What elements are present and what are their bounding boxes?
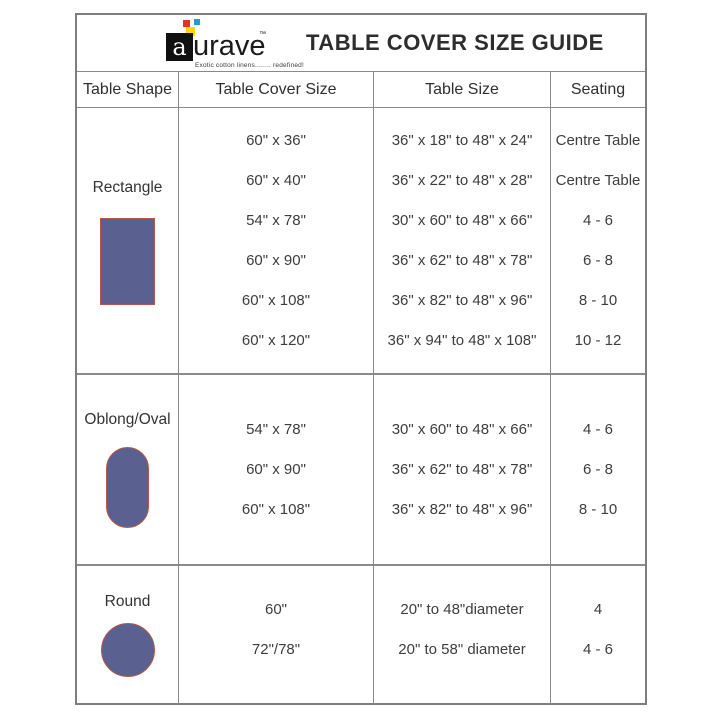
shape-label-rectangle: Rectangle <box>92 179 163 196</box>
round-cover-sizes: 60" 72"/78" <box>178 566 373 703</box>
table-size-value: 36" x 22" to 48" x 28" <box>391 172 533 189</box>
seating-value: Centre Table <box>555 172 641 189</box>
size-guide-card: a urave ™ Exotic cotton linens........ r… <box>75 13 647 705</box>
table-size-value: 36" x 62" to 48" x 78" <box>391 461 533 478</box>
seating-value: 10 - 12 <box>574 332 622 349</box>
table-size-value: 36" x 94" to 48" x 108" <box>387 332 537 349</box>
cover-size-value: 60" x 90" <box>246 461 306 478</box>
cover-size-value: 60" x 108" <box>241 501 311 518</box>
table-size-value: 36" x 82" to 48" x 96" <box>391 292 533 309</box>
seating-value: 4 - 6 <box>582 212 613 229</box>
table-size-value: 30" x 60" to 48" x 66" <box>391 212 533 229</box>
logo-letter-block: a <box>166 33 193 61</box>
rectangle-shape-icon <box>100 218 155 305</box>
logo-wordmark: urave <box>193 30 266 62</box>
cover-size-value: 60" x 120" <box>241 332 311 349</box>
rectangle-shape-cell: Rectangle <box>77 108 178 373</box>
col-header-table-cover-size: Table Cover Size <box>178 72 373 107</box>
cover-size-value: 54" x 78" <box>246 212 306 229</box>
logo-red-square-icon <box>183 20 190 27</box>
oval-cover-sizes: 54" x 78" 60" x 90" 60" x 108" <box>178 375 373 564</box>
oval-table-sizes: 30" x 60" to 48" x 66" 36" x 62" to 48" … <box>373 375 550 564</box>
table-size-value: 36" x 62" to 48" x 78" <box>391 252 533 269</box>
rectangle-seating: Centre Table Centre Table 4 - 6 6 - 8 8 … <box>550 108 645 373</box>
table-size-value: 36" x 82" to 48" x 96" <box>391 501 533 518</box>
page-title: TABLE COVER SIZE GUIDE <box>306 30 604 55</box>
logo-blue-square-icon <box>194 19 200 25</box>
logo-tagline: Exotic cotton linens........ redefined! <box>195 62 304 69</box>
title-wrap: TABLE COVER SIZE GUIDE <box>306 15 646 71</box>
shape-label-oblong-oval: Oblong/Oval <box>84 411 171 428</box>
header-row: a urave ™ Exotic cotton linens........ r… <box>77 15 645 72</box>
oblong-oval-shape-icon <box>106 447 149 528</box>
seating-value: 8 - 10 <box>578 292 618 309</box>
logo-trademark: ™ <box>259 31 266 38</box>
cover-size-value: 60" x 40" <box>246 172 306 189</box>
table-size-value: 20" to 58" diameter <box>398 641 526 658</box>
shape-label-round: Round <box>104 593 151 610</box>
column-header-row: Table Shape Table Cover Size Table Size … <box>77 72 645 108</box>
seating-value: Centre Table <box>555 132 641 149</box>
table-size-value: 36" x 18" to 48" x 24" <box>391 132 533 149</box>
table-size-value: 30" x 60" to 48" x 66" <box>391 421 533 438</box>
round-table-sizes: 20" to 48"diameter 20" to 58" diameter <box>373 566 550 703</box>
seating-value: 4 <box>593 601 603 618</box>
seating-value: 4 - 6 <box>582 641 613 658</box>
aurave-logo: a urave ™ Exotic cotton linens........ r… <box>166 15 306 71</box>
seating-value: 6 - 8 <box>582 252 613 269</box>
round-seating: 4 4 - 6 <box>550 566 645 703</box>
seating-value: 4 - 6 <box>582 421 613 438</box>
cover-size-value: 60" x 108" <box>241 292 311 309</box>
cover-size-value: 72"/78" <box>251 641 301 658</box>
rectangle-cover-sizes: 60" x 36" 60" x 40" 54" x 78" 60" x 90" … <box>178 108 373 373</box>
cover-size-value: 54" x 78" <box>246 421 306 438</box>
col-header-table-shape: Table Shape <box>83 80 172 98</box>
oval-seating: 4 - 6 6 - 8 8 - 10 <box>550 375 645 564</box>
logo-yellow-square-icon <box>186 27 195 36</box>
round-shape-cell: Round <box>77 566 178 703</box>
section-oblong-oval: Oblong/Oval 54" x 78" 60" x 90" 60" x 10… <box>77 375 645 566</box>
col-header-seating: Seating <box>550 72 645 107</box>
col-header-table-size: Table Size <box>373 72 550 107</box>
seating-value: 8 - 10 <box>578 501 618 518</box>
section-round: Round 60" 72"/78" 20" to 48"diameter 20"… <box>77 566 645 703</box>
table-size-value: 20" to 48"diameter <box>400 601 524 618</box>
oval-shape-cell: Oblong/Oval <box>77 375 178 564</box>
cover-size-value: 60" x 90" <box>246 252 306 269</box>
cover-size-value: 60" <box>264 601 287 618</box>
seating-value: 6 - 8 <box>582 461 613 478</box>
section-rectangle: Rectangle 60" x 36" 60" x 40" 54" x 78" … <box>77 108 645 375</box>
rectangle-table-sizes: 36" x 18" to 48" x 24" 36" x 22" to 48" … <box>373 108 550 373</box>
round-shape-icon <box>100 623 155 677</box>
cover-size-value: 60" x 36" <box>246 132 306 149</box>
